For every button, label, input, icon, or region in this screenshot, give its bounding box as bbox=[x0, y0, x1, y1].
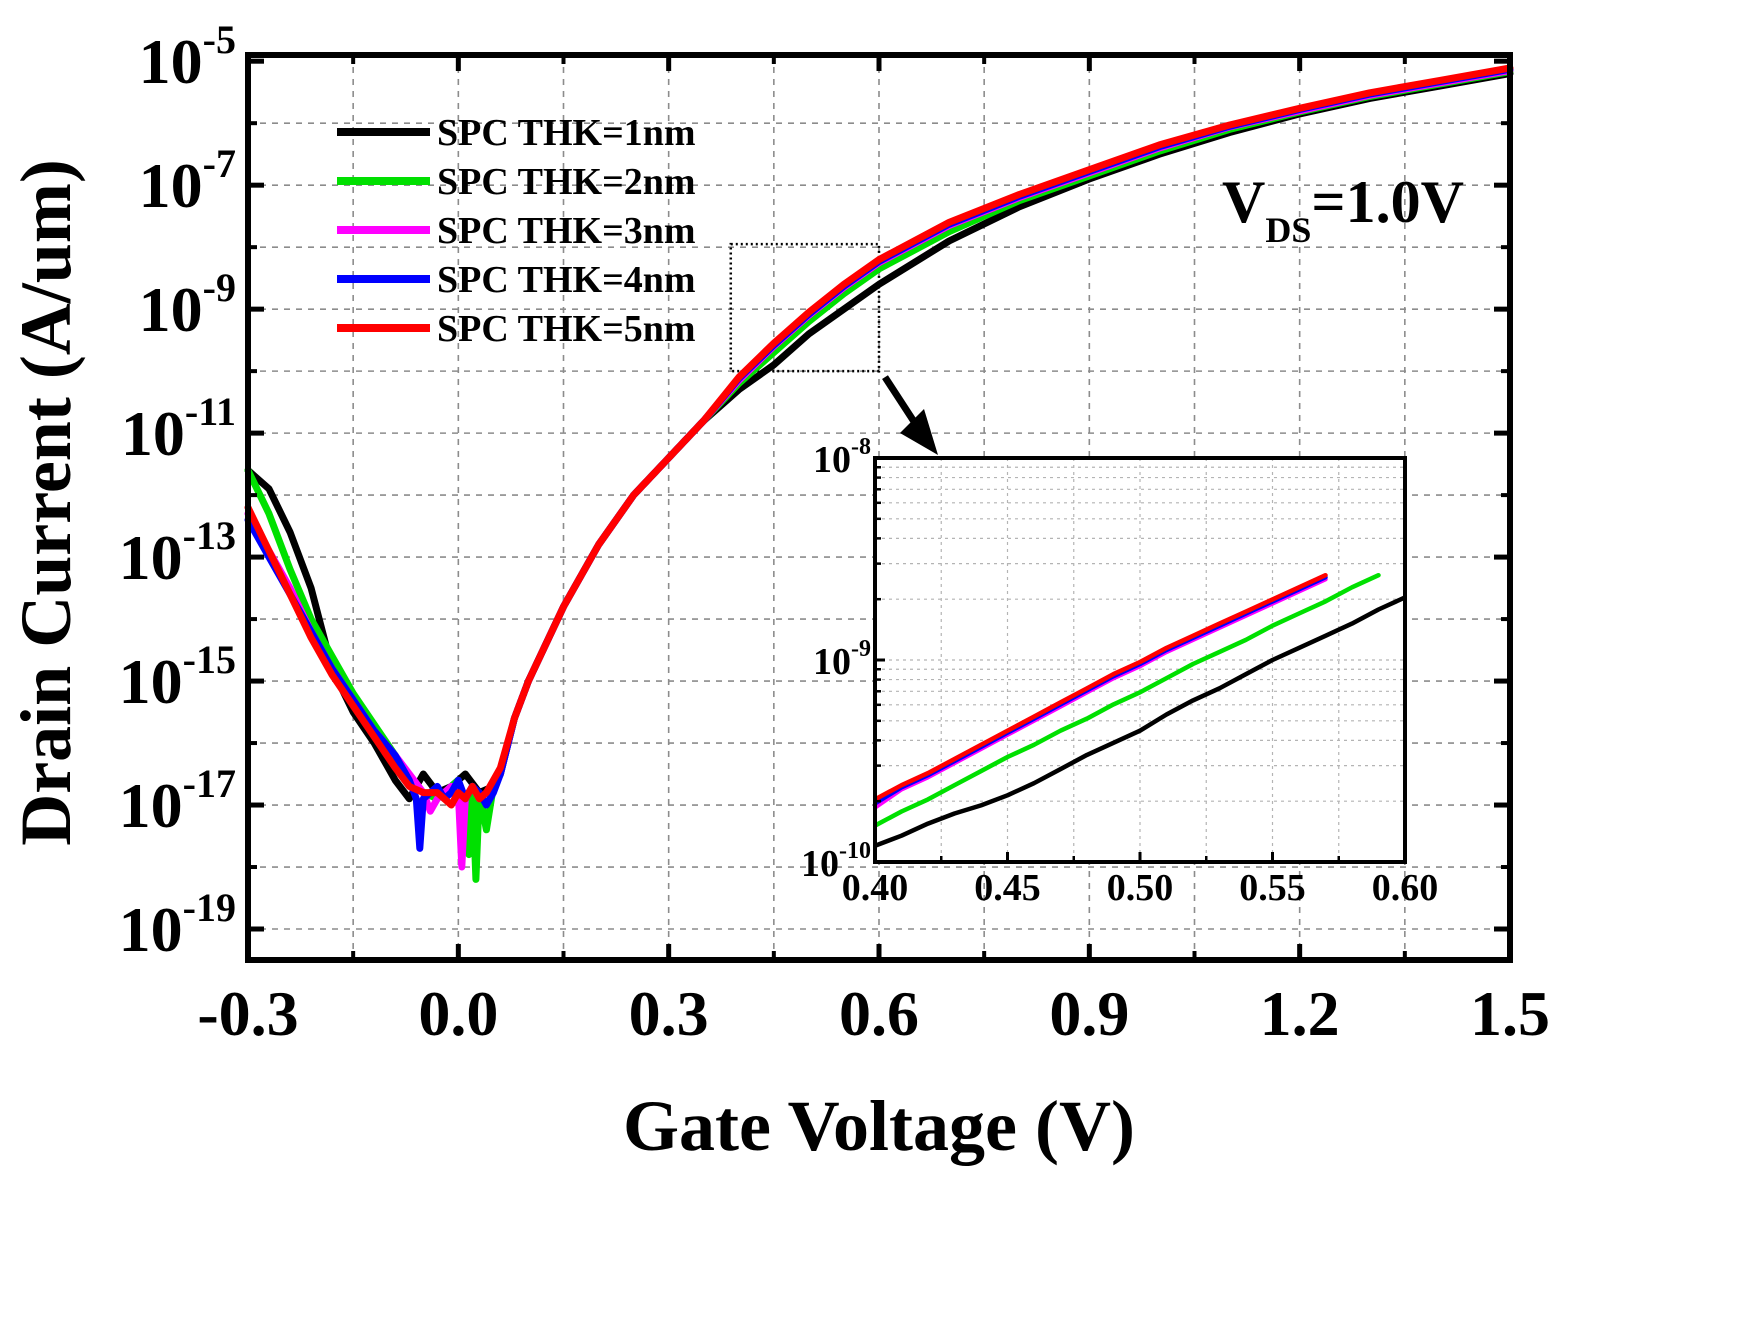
inset-y-tick-label-base: 10 bbox=[801, 843, 839, 885]
x-axis-title: Gate Voltage (V) bbox=[623, 1086, 1135, 1166]
legend-label-spc-thk-5nm: SPC THK=5nm bbox=[437, 308, 696, 350]
legend: SPC THK=1nm SPC THK=2nm SPC THK=3nm SPC THK… bbox=[337, 112, 696, 350]
x-tick-label: 0.6 bbox=[839, 978, 919, 1049]
inset-y-tick-labels: 10-810-910-10 bbox=[801, 434, 871, 885]
inset-series-line-spc-thk-1nm bbox=[875, 595, 1405, 849]
inset-tick-marks bbox=[873, 456, 1407, 864]
y-tick-label-exponent: -15 bbox=[183, 637, 236, 682]
y-tick-label-exponent: -13 bbox=[183, 513, 236, 558]
y-tick-label-exponent: -5 bbox=[203, 17, 236, 62]
legend-label-spc-thk-1nm: SPC THK=1nm bbox=[437, 112, 696, 154]
inset-y-tick-label: 10-8 bbox=[813, 434, 871, 481]
zoom-region-box bbox=[729, 242, 881, 373]
y-axis-title: Drain Current (A/um) bbox=[6, 159, 86, 846]
zoom-arrow bbox=[882, 375, 938, 455]
legend-label-spc-thk-3nm: SPC THK=3nm bbox=[437, 210, 696, 252]
vds-annotation-rest: =1.0V bbox=[1311, 169, 1464, 235]
y-tick-label: 10-15 bbox=[119, 637, 236, 717]
inset-series-line-spc-thk-2nm bbox=[875, 572, 1381, 828]
y-tick-label: 10-11 bbox=[121, 389, 236, 469]
legend-label-spc-thk-2nm: SPC THK=2nm bbox=[437, 161, 696, 203]
zoom-region-rect bbox=[729, 242, 881, 373]
y-tick-label-base: 10 bbox=[121, 398, 185, 469]
y-tick-label-exponent: -11 bbox=[185, 389, 236, 434]
inset-x-tick-label: 0.45 bbox=[974, 867, 1041, 909]
zoom-arrow-head bbox=[900, 409, 938, 455]
inset-y-tick-label-exponent: -9 bbox=[851, 636, 871, 662]
legend-label-spc-thk-4nm: SPC THK=4nm bbox=[437, 259, 696, 301]
y-tick-label-base: 10 bbox=[139, 274, 203, 345]
main-series-group bbox=[244, 64, 1514, 883]
inset-x-tick-labels: 0.40 0.45 0.50 0.55 0.60 bbox=[842, 867, 1439, 909]
inset-y-tick-label-exponent: -10 bbox=[839, 838, 871, 864]
x-tick-label: 0.3 bbox=[629, 978, 709, 1049]
inset-series-group bbox=[875, 572, 1405, 849]
y-tick-label-base: 10 bbox=[119, 894, 183, 965]
y-tick-label-base: 10 bbox=[119, 522, 183, 593]
inset-y-tick-label: 10-9 bbox=[813, 636, 871, 683]
x-tick-labels: -0.3 0.0 0.3 0.6 0.9 1.2 1.5 bbox=[197, 978, 1550, 1049]
inset-y-tick-label-exponent: -8 bbox=[851, 434, 871, 460]
y-tick-label-base: 10 bbox=[119, 646, 183, 717]
vds-annotation-main: V bbox=[1222, 169, 1265, 235]
y-tick-label-base: 10 bbox=[139, 150, 203, 221]
y-tick-label-base: 10 bbox=[139, 26, 203, 97]
x-tick-label: 0.0 bbox=[418, 978, 498, 1049]
inset-x-tick-label: 0.40 bbox=[842, 867, 909, 909]
y-tick-label-exponent: -9 bbox=[203, 265, 236, 310]
y-tick-label: 10-5 bbox=[139, 17, 236, 97]
x-tick-label: 1.5 bbox=[1470, 978, 1550, 1049]
y-tick-label: 10-13 bbox=[119, 513, 236, 593]
y-tick-label: 10-17 bbox=[119, 761, 236, 841]
x-tick-label: 0.9 bbox=[1049, 978, 1129, 1049]
vds-annotation: VDS=1.0V bbox=[1222, 169, 1464, 250]
y-tick-label: 10-9 bbox=[139, 265, 236, 345]
x-tick-label: -0.3 bbox=[197, 978, 298, 1049]
y-tick-label-exponent: -19 bbox=[183, 885, 236, 930]
inset-x-tick-label: 0.55 bbox=[1239, 867, 1306, 909]
y-tick-label: 10-7 bbox=[139, 141, 236, 221]
y-tick-label: 10-19 bbox=[119, 885, 236, 965]
vds-annotation-sub: DS bbox=[1265, 210, 1311, 250]
inset-x-tick-label: 0.60 bbox=[1372, 867, 1439, 909]
inset-series-line-spc-thk-5nm bbox=[875, 572, 1328, 802]
y-tick-label-exponent: -7 bbox=[203, 141, 236, 186]
series-line-spc-thk-5nm bbox=[244, 64, 1514, 809]
inset-chart: 0.40 0.45 0.50 0.55 0.60 10-810-910-10 bbox=[801, 434, 1438, 909]
inset-y-tick-label: 10-10 bbox=[801, 838, 871, 885]
y-tick-label-exponent: -17 bbox=[183, 761, 236, 806]
y-tick-label-base: 10 bbox=[119, 770, 183, 841]
inset-y-tick-label-base: 10 bbox=[813, 439, 851, 481]
inset-y-tick-label-base: 10 bbox=[813, 641, 851, 683]
main-tick-marks bbox=[245, 55, 1513, 960]
x-tick-label: 1.2 bbox=[1260, 978, 1340, 1049]
inset-x-tick-label: 0.50 bbox=[1107, 867, 1174, 909]
